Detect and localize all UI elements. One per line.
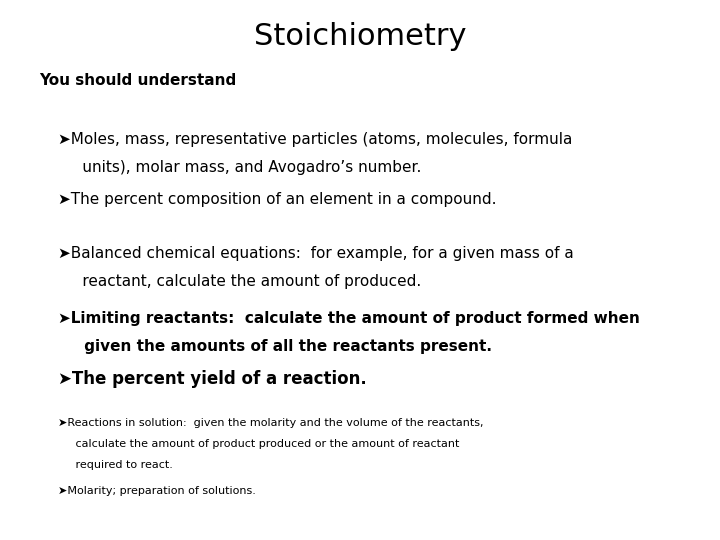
Text: ➤The percent yield of a reaction.: ➤The percent yield of a reaction. <box>58 370 366 388</box>
Text: You should understand: You should understand <box>40 73 237 88</box>
Text: ➤Molarity; preparation of solutions.: ➤Molarity; preparation of solutions. <box>58 486 256 496</box>
Text: ➤Reactions in solution:  given the molarity and the volume of the reactants,: ➤Reactions in solution: given the molari… <box>58 418 483 429</box>
Text: ➤Limiting reactants:  calculate the amount of product formed when: ➤Limiting reactants: calculate the amoun… <box>58 310 639 326</box>
Text: units), molar mass, and Avogadro’s number.: units), molar mass, and Avogadro’s numbe… <box>58 160 421 176</box>
Text: ➤Moles, mass, representative particles (atoms, molecules, formula: ➤Moles, mass, representative particles (… <box>58 132 572 147</box>
Text: ➤Balanced chemical equations:  for example, for a given mass of a: ➤Balanced chemical equations: for exampl… <box>58 246 573 261</box>
Text: required to react.: required to react. <box>58 460 173 470</box>
Text: given the amounts of all the reactants present.: given the amounts of all the reactants p… <box>58 339 492 354</box>
Text: reactant, calculate the amount of produced.: reactant, calculate the amount of produc… <box>58 274 421 289</box>
Text: Stoichiometry: Stoichiometry <box>253 22 467 51</box>
Text: ➤The percent composition of an element in a compound.: ➤The percent composition of an element i… <box>58 192 496 207</box>
Text: calculate the amount of product produced or the amount of reactant: calculate the amount of product produced… <box>58 439 459 449</box>
